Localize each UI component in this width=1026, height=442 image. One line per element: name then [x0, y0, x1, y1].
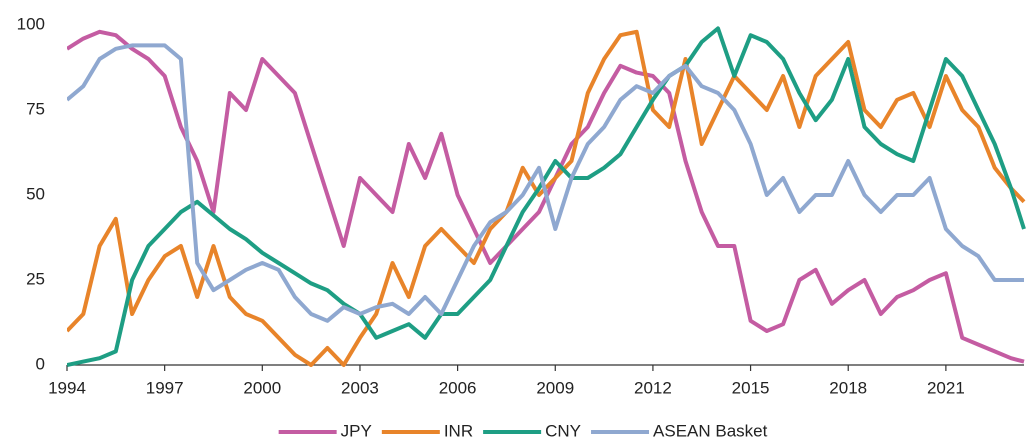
y-tick-label: 100: [17, 14, 45, 33]
legend-label: INR: [444, 421, 473, 440]
x-tick-label: 1997: [146, 378, 184, 397]
legend: JPY INR CNY ASEAN Basket: [278, 421, 768, 440]
x-tick-label: 2003: [341, 378, 379, 397]
legend-label: ASEAN Basket: [653, 421, 768, 440]
legend-label: JPY: [341, 421, 372, 440]
series-line: [67, 26, 1026, 367]
x-tick-label: 2018: [829, 378, 867, 397]
series-line: [67, 43, 1024, 323]
y-tick-label: 0: [36, 354, 45, 373]
x-tick-label: 2000: [243, 378, 281, 397]
x-tick-label: 2012: [634, 378, 672, 397]
x-tick-label: 2009: [536, 378, 574, 397]
legend-label: CNY: [545, 421, 581, 440]
x-tick-label: 2006: [439, 378, 477, 397]
series-line: [67, 29, 1026, 367]
x-tick-label: 2015: [732, 378, 770, 397]
y-tick-label: 50: [26, 184, 45, 203]
y-tick-label: 25: [26, 269, 45, 288]
x-tick-label: 2021: [927, 378, 965, 397]
x-tick-label: 1994: [48, 378, 86, 397]
y-tick-label: 75: [26, 99, 45, 118]
